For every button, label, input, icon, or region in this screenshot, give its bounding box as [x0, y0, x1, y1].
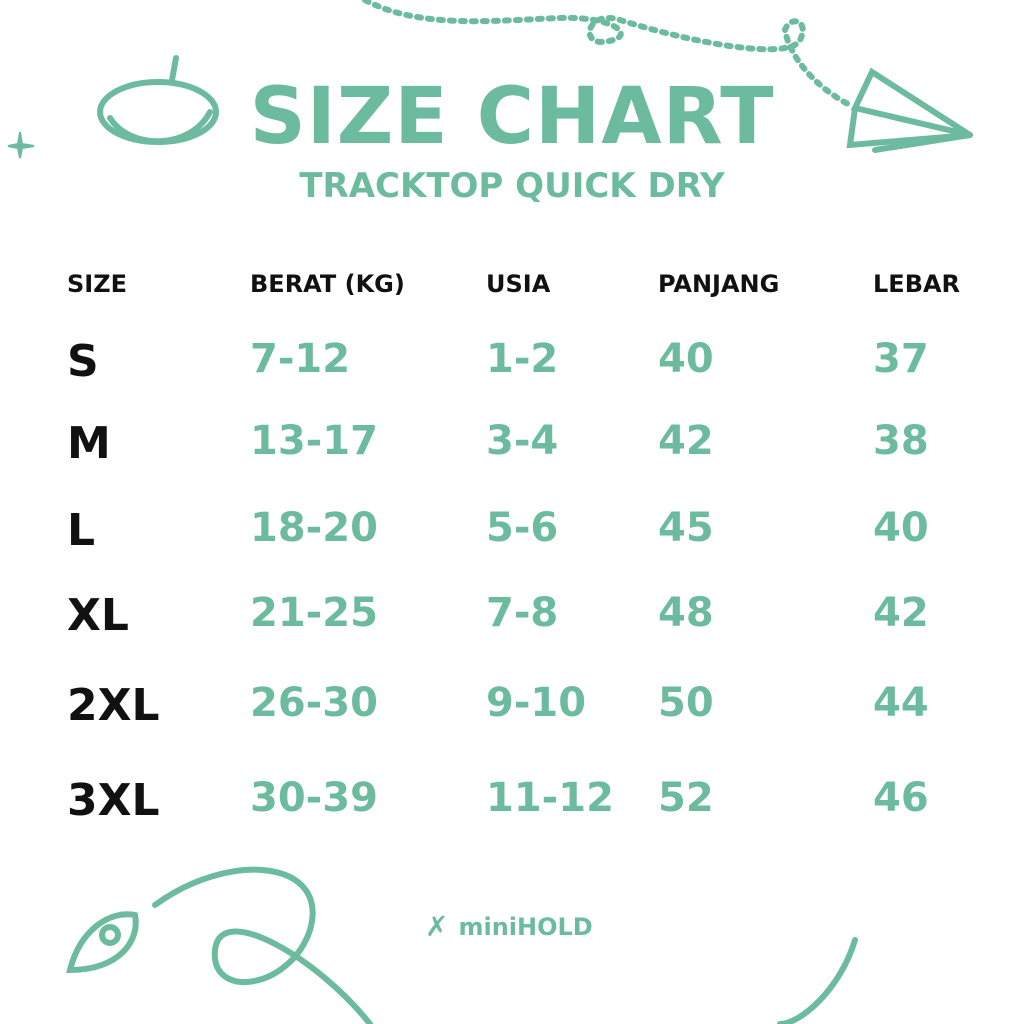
cell-size: 2XL: [67, 680, 160, 731]
cell-width: 38: [873, 418, 929, 464]
cell-size: L: [67, 505, 96, 556]
cell-width: 37: [873, 336, 929, 382]
column-header-length: PANJANG: [658, 270, 780, 298]
rocket-icon: [66, 911, 139, 974]
cell-length: 50: [658, 680, 714, 726]
column-header-size: SIZE: [67, 270, 128, 298]
cell-length: 52: [658, 775, 714, 821]
cell-age: 1-2: [486, 336, 559, 382]
cell-size: XL: [67, 590, 129, 641]
column-header-weight: BERAT (KG): [250, 270, 405, 298]
cell-age: 11-12: [486, 775, 614, 821]
cell-length: 48: [658, 590, 714, 636]
page-subtitle: TRACKTOP QUICK DRY: [299, 166, 725, 206]
page-title: SIZE CHART: [249, 72, 775, 162]
cell-age: 7-8: [486, 590, 559, 636]
cell-size: 3XL: [67, 775, 160, 826]
cell-age: 9-10: [486, 680, 587, 726]
cell-weight: 21-25: [250, 590, 378, 636]
cell-age: 5-6: [486, 505, 559, 551]
cell-weight: 18-20: [250, 505, 378, 551]
column-header-age: USIA: [486, 270, 551, 298]
cell-weight: 30-39: [250, 775, 378, 821]
rocket-trail: [152, 866, 373, 1024]
cell-width: 44: [873, 680, 929, 726]
cell-width: 46: [873, 775, 929, 821]
brand-logo-icon: ✗: [425, 910, 449, 943]
brand-name: miniHOLD: [458, 912, 593, 941]
cell-size: S: [67, 336, 99, 387]
cell-age: 3-4: [486, 418, 559, 464]
cell-weight: 13-17: [250, 418, 378, 464]
cell-length: 42: [658, 418, 714, 464]
dotted-trail: [362, 0, 853, 108]
cell-length: 40: [658, 336, 714, 382]
cell-width: 42: [873, 590, 929, 636]
paper-plane-icon: [846, 67, 973, 153]
sparkle-icon: [7, 131, 35, 159]
planet-icon: [97, 55, 219, 145]
cell-width: 40: [873, 505, 929, 551]
cell-size: M: [67, 418, 111, 469]
brand-logo: ✗ miniHOLD: [425, 910, 593, 943]
corner-arc: [777, 937, 858, 1024]
cell-length: 45: [658, 505, 714, 551]
column-header-width: LEBAR: [873, 270, 961, 298]
cell-weight: 7-12: [250, 336, 351, 382]
cell-weight: 26-30: [250, 680, 378, 726]
